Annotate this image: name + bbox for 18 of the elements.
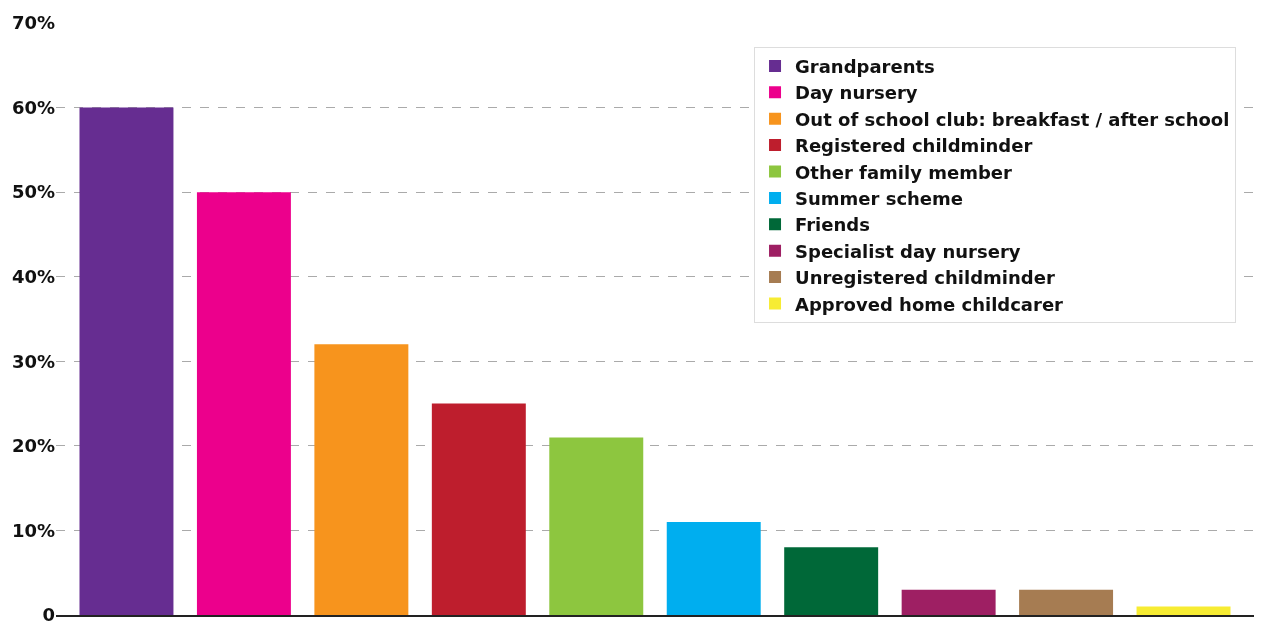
legend-label: Friends [795,214,870,236]
y-tick-label: 10% [11,519,55,541]
y-tick-label: 50% [11,181,55,203]
y-tick-label: 70% [11,12,55,34]
legend-label: Specialist day nursery [795,240,1021,262]
y-tick-label: 60% [11,96,55,118]
legend-label: Out of school club: breakfast / after school [795,108,1230,130]
y-tick-label: 0 [42,604,55,626]
y-tick-label: 30% [11,350,55,372]
legend-label: Summer scheme [795,187,964,209]
y-tick-label: 40% [11,266,55,288]
legend-label: Unregistered childminder [795,267,1055,289]
legend-label: Day nursery [795,82,918,104]
legend-label: Approved home childcarer [795,293,1064,315]
legend-label: Other family member [795,161,1012,183]
y-tick-label: 20% [11,435,55,457]
legend-label: Registered childminder [795,135,1033,157]
legend-label: Grandparents [795,55,935,77]
